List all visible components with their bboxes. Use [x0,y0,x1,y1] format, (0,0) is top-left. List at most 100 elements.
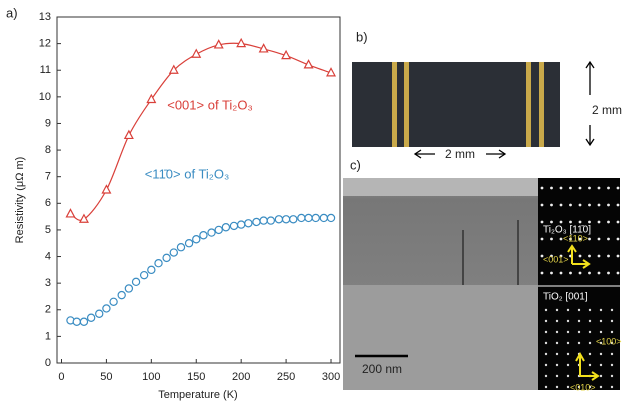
spot [610,341,614,345]
y-tick-label: 4 [45,250,51,262]
data-point [258,43,269,53]
annotation: <001> of Ti₂O₃ [167,97,253,112]
dimension-label: 2 mm [445,147,475,161]
spot [555,374,559,378]
spot [616,186,620,190]
data-point [86,313,96,322]
data-point [154,258,163,268]
data-point [102,304,111,313]
x-tick-label: 50 [100,371,112,383]
spot [599,319,603,323]
spot [610,363,614,367]
spot [577,319,581,323]
spot [577,385,581,389]
spot [607,186,610,190]
spot [566,330,570,334]
spot [550,186,553,190]
spot [550,254,553,258]
y-tick-label: 10 [39,91,51,103]
spot [599,308,603,312]
data-point [65,208,76,218]
y-tick-label: 12 [39,38,51,50]
direction-label: <100> [596,336,622,346]
data-point [221,223,231,232]
diffraction-spots [540,186,620,389]
spot [555,319,559,323]
tem-image [343,178,620,390]
spot [610,308,614,312]
x-tick-label: 300 [322,371,340,383]
spot [577,341,581,345]
spot [566,374,570,378]
spot [610,352,614,356]
y-tick-label: 7 [45,171,51,183]
spot [607,220,610,224]
data-point [191,48,202,58]
spot [616,237,620,241]
spot [588,363,592,367]
spot [555,352,559,356]
data-point [289,215,298,224]
data-point [304,213,313,223]
y-tick-label: 6 [45,197,51,209]
data-point [213,39,224,49]
data-point [176,243,186,252]
y-tick-label: 13 [39,11,51,23]
spot [599,330,603,334]
spot [569,220,572,224]
direction-label: <010> [570,382,596,392]
data-point [101,184,112,194]
data-point [79,317,89,326]
spot [610,385,614,389]
spot [559,237,563,241]
spot [544,341,548,345]
data-point [124,284,134,293]
spot [588,341,592,345]
spot [544,319,548,323]
spot [588,271,591,275]
spot [599,385,603,389]
data-point [199,231,208,240]
spot [588,220,591,224]
spot [569,203,572,207]
data-point [244,219,253,228]
data-point [123,129,134,140]
data-point [214,225,223,235]
spot [559,203,563,207]
spot [540,203,544,207]
x-tick-label: 100 [142,371,160,383]
dimension-label: 2 mm [592,103,622,117]
spot [588,319,592,323]
spot [550,271,553,275]
spot [607,271,610,275]
spot [555,385,559,389]
data-point [311,213,320,223]
spot [566,308,570,312]
spot [578,237,582,241]
panel-label: b) [356,29,368,44]
spot [616,220,620,224]
spot [607,237,610,241]
data-point [207,228,216,237]
spot [569,271,572,275]
spot [555,330,559,334]
spot [540,254,544,258]
spot [578,203,582,207]
data-point [147,265,156,275]
data-point [297,213,306,223]
spot [577,330,581,334]
spot [616,254,620,258]
spot [566,319,570,323]
data-point [162,253,171,263]
data-point [252,217,261,227]
spot [588,186,591,190]
spot [616,203,620,207]
data-point [281,49,292,60]
spot [578,271,582,275]
data-point [184,239,194,248]
data-point [109,297,118,306]
spot [544,385,548,389]
spot [544,330,548,334]
spot [597,254,601,258]
scale-bar-label: 200 nm [362,362,402,376]
